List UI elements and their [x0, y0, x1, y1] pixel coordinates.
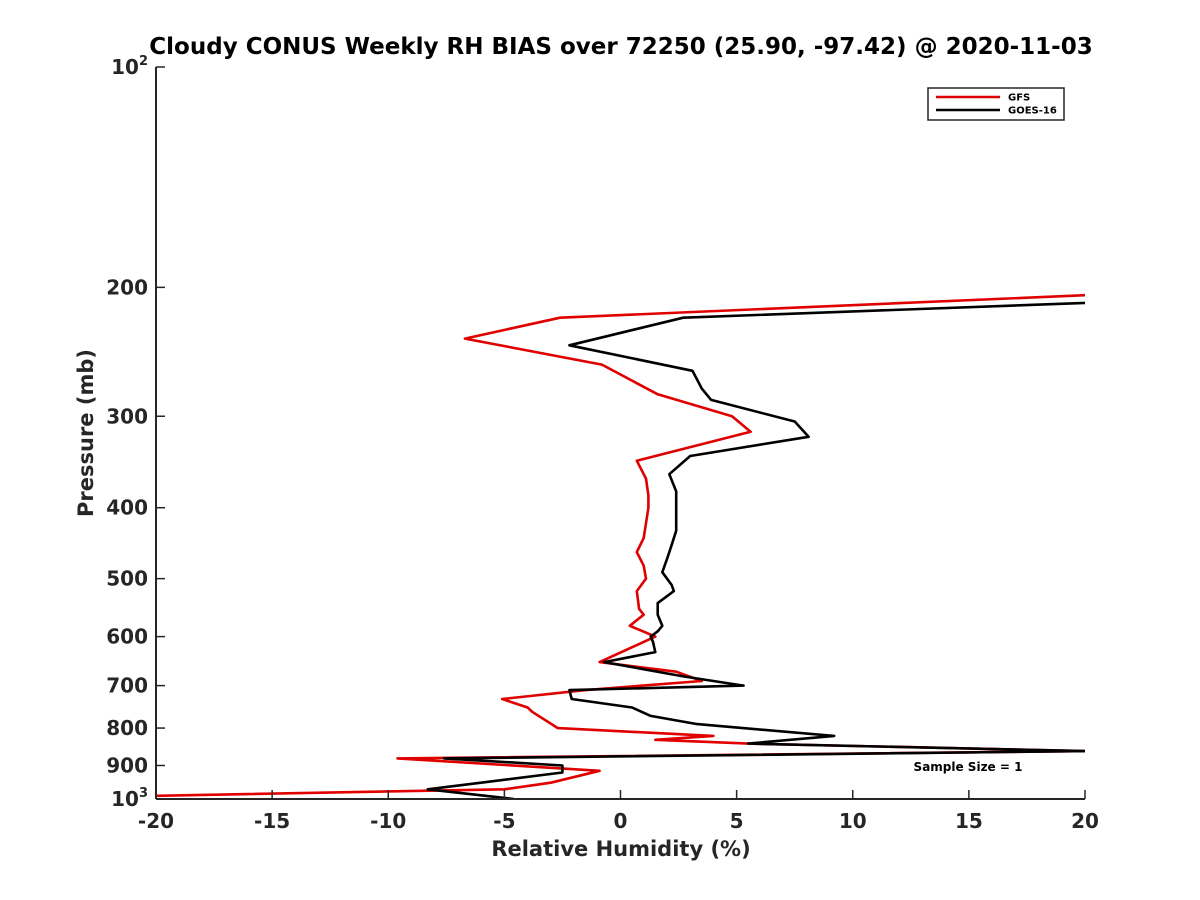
y-tick-label: 300 — [106, 404, 148, 428]
y-tick-label: 600 — [106, 625, 148, 649]
series-line-gfs — [156, 293, 1085, 798]
y-axis-ticks: 102 200 300 400 500 600 700 800 900 103 — [106, 54, 165, 811]
x-tick-label: 5 — [730, 809, 744, 833]
y-tick-label: 200 — [106, 275, 148, 299]
x-tick-label: 15 — [955, 809, 983, 833]
legend-label: GFS — [1008, 93, 1030, 104]
x-tick-label: -15 — [254, 809, 290, 833]
sample-size-annotation: Sample Size = 1 — [914, 760, 1023, 774]
y-tick-label: 800 — [106, 716, 148, 740]
y-tick-label: 500 — [106, 567, 148, 591]
plot-area — [156, 293, 1085, 799]
legend-box — [927, 87, 1065, 121]
x-tick-label: 10 — [839, 809, 867, 833]
legend-label: GOES-16 — [1008, 106, 1057, 117]
x-tick-label: -5 — [493, 809, 515, 833]
y-tick-label: 102 — [111, 54, 148, 79]
y-tick-label: 700 — [106, 674, 148, 698]
y-axis-label: Pressure (mb) — [74, 349, 98, 517]
y-tick-label: 400 — [106, 496, 148, 520]
x-axis-ticks: -20 -15 -10 -5 0 5 10 15 20 — [138, 790, 1099, 833]
legend: GFS GOES-16 — [927, 87, 1065, 121]
series-line-goes-16 — [426, 301, 1085, 799]
y-tick-label: 103 — [111, 786, 148, 811]
x-tick-label: 20 — [1071, 809, 1099, 833]
x-tick-label: -20 — [138, 809, 174, 833]
x-axis-label: Relative Humidity (%) — [491, 837, 750, 861]
x-tick-label: 0 — [614, 809, 628, 833]
y-tick-label: 900 — [106, 754, 148, 778]
x-tick-label: -10 — [370, 809, 406, 833]
chart-title: Cloudy CONUS Weekly RH BIAS over 72250 (… — [149, 34, 1092, 60]
